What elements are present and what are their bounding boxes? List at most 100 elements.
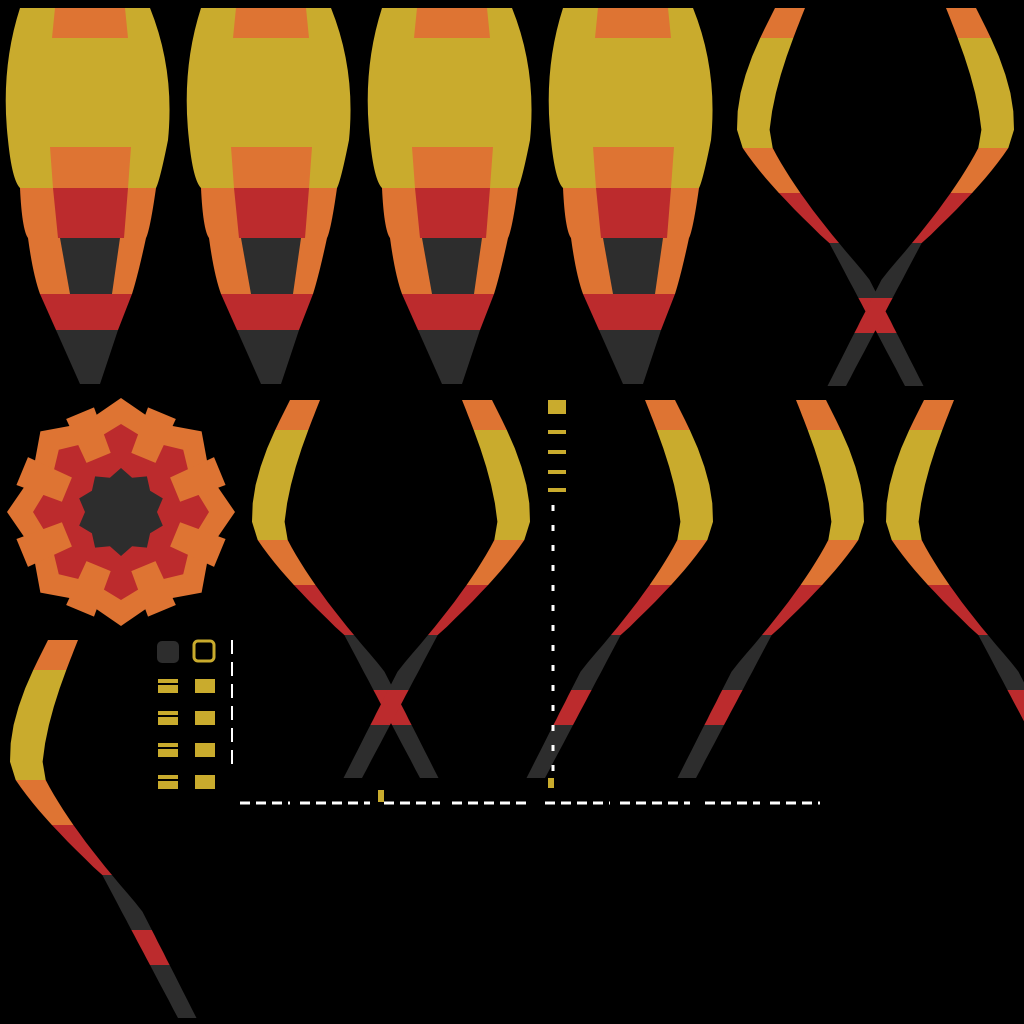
panel-band-yellow: [367, 8, 532, 188]
balloon-strip-3: [252, 400, 439, 778]
panel-band-yellow: [186, 8, 351, 188]
basket-part-yellow-a: [158, 679, 178, 693]
strip-band-1: [275, 400, 320, 430]
panel-center-orange: [412, 147, 493, 188]
strip-band-5: [571, 635, 621, 690]
cap-center: [79, 468, 163, 556]
strip-band-5: [978, 635, 1024, 690]
balloon-strip-5: [526, 400, 713, 778]
cap-spoke: [170, 522, 226, 567]
strip-band-6: [553, 690, 592, 725]
strip-band-1: [760, 8, 805, 38]
strip-band-5: [102, 875, 152, 930]
strip-band-4: [927, 585, 988, 635]
balloon-strip-6: [677, 400, 864, 778]
strip-band-6: [854, 298, 893, 333]
panel-band-red: [402, 294, 494, 330]
strip-band-1: [909, 400, 954, 430]
strip-band-4: [762, 585, 823, 635]
panel-band-dark: [418, 330, 480, 384]
panel-center-red: [596, 188, 671, 238]
strip-band-5: [872, 243, 922, 298]
basket-part-yellow-b: [195, 775, 215, 789]
strip-band-3: [257, 540, 316, 585]
cap-spoke: [66, 407, 111, 463]
panel-center-dark: [241, 238, 301, 294]
panel-top-stripe: [414, 8, 490, 38]
balloon-strip-4: [343, 400, 530, 778]
strip-band-7: [526, 725, 573, 778]
strip-band-2: [656, 430, 713, 540]
panel-center-orange: [50, 147, 131, 188]
balloon-strips: [10, 8, 1024, 1018]
strip-band-5: [388, 635, 438, 690]
balloon-panel-full-1: [5, 8, 170, 384]
cap-spoke: [170, 457, 226, 502]
strip-band-4: [778, 193, 839, 243]
basket-part-yellow-b: [195, 743, 215, 757]
panel-center-orange: [593, 147, 674, 188]
strip-band-7: [827, 333, 874, 386]
strip-band-4: [428, 585, 489, 635]
strip-band-3: [466, 540, 525, 585]
panel-band-red: [40, 294, 132, 330]
rope-tag: [548, 430, 566, 434]
strip-band-7: [150, 965, 197, 1018]
panel-top-stripe: [595, 8, 671, 38]
strip-band-2: [737, 38, 794, 148]
panel-band-yellow: [548, 8, 713, 188]
strip-band-2: [807, 430, 864, 540]
cap-spoke: [16, 457, 72, 502]
basket-parts: [157, 400, 820, 805]
panel-center-red: [415, 188, 490, 238]
strip-band-1: [645, 400, 690, 430]
strip-band-7: [677, 725, 724, 778]
balloon-strip-8: [10, 640, 197, 1018]
full-balloon-panels: [5, 8, 713, 384]
strip-band-2: [252, 430, 309, 540]
panel-top-stripe: [233, 8, 309, 38]
panel-band-dark: [56, 330, 118, 384]
strip-band-2: [10, 670, 67, 780]
cap-spoke: [16, 522, 72, 567]
panel-band-red: [583, 294, 675, 330]
strip-band-5: [344, 635, 394, 690]
strip-band-4: [611, 585, 672, 635]
rope-tag-top: [548, 400, 566, 414]
basket-part-yellow-a: [158, 775, 178, 789]
strip-band-2: [957, 38, 1014, 148]
balloon-panel-full-3: [367, 8, 532, 384]
basket-part-yellow-b: [195, 679, 215, 693]
strip-band-4: [293, 585, 354, 635]
strip-band-6: [370, 690, 409, 725]
panel-top-stripe: [52, 8, 128, 38]
strip-band-1: [946, 8, 991, 38]
basket-part-dark: [157, 641, 179, 663]
strip-band-4: [912, 193, 973, 243]
strip-band-3: [742, 148, 801, 193]
strip-band-3: [649, 540, 708, 585]
cap-spoke: [66, 561, 111, 617]
strip-band-4: [51, 825, 112, 875]
basket-part-yellow-b: [195, 711, 215, 725]
panel-center-red: [234, 188, 309, 238]
balloon-panel-full-2: [186, 8, 351, 384]
strip-band-5: [829, 243, 879, 298]
panel-center-dark: [60, 238, 120, 294]
panel-band-dark: [599, 330, 661, 384]
cap-spoke: [131, 407, 176, 463]
strip-band-3: [15, 780, 74, 825]
rope-clip: [378, 790, 384, 802]
panel-band-dark: [237, 330, 299, 384]
basket-part-yellow-a: [158, 711, 178, 725]
strip-band-3: [950, 148, 1009, 193]
cap-spoke: [131, 561, 176, 617]
strip-band-6: [704, 690, 743, 725]
rope-tag: [548, 488, 566, 492]
panel-center-orange: [231, 147, 312, 188]
strip-band-6: [1007, 690, 1024, 722]
strip-band-6: [131, 930, 170, 965]
panel-center-dark: [603, 238, 663, 294]
rope-tag-bottom: [548, 778, 554, 788]
